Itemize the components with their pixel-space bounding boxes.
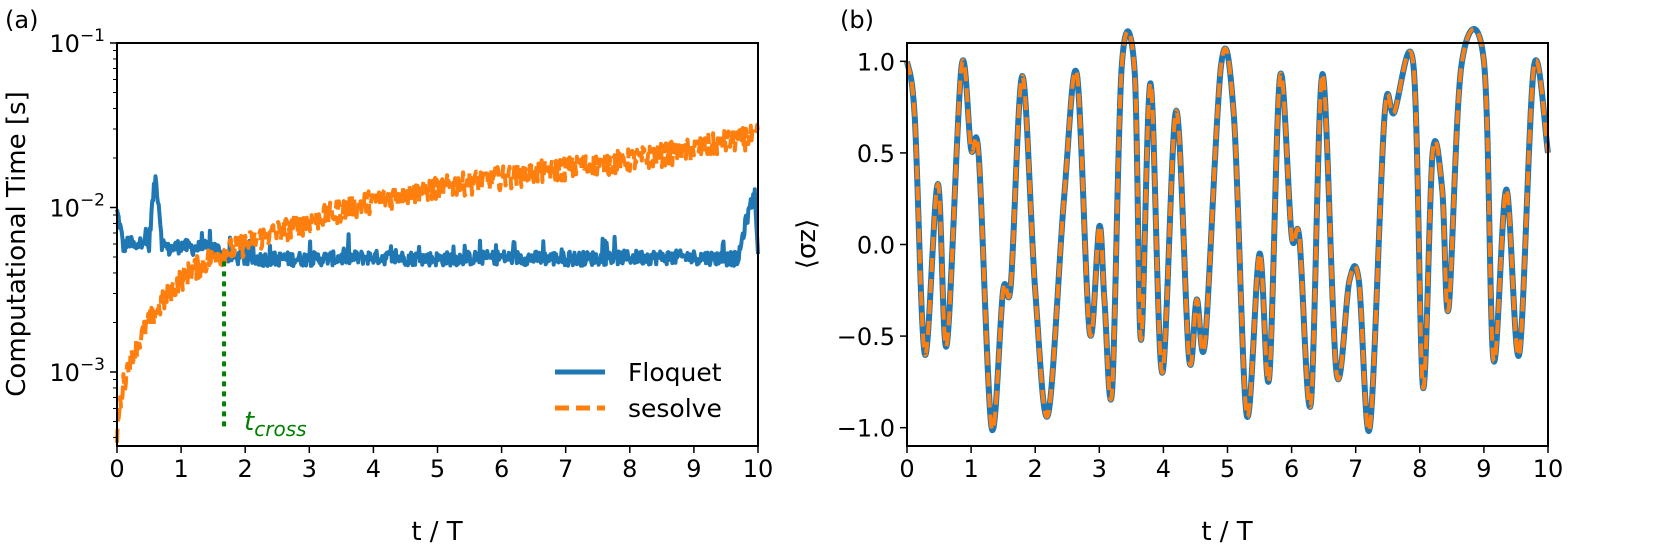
legend-label-floquet: Floquet [628, 358, 722, 387]
panel-b-ytick-label: 0.5 [857, 140, 895, 168]
panel-a-x-ticks: 0 1 2 3 4 5 6 7 8 9 10 [109, 446, 773, 483]
panel-b-xtick-label: 9 [1476, 455, 1491, 483]
panel-b-xtick-label: 2 [1028, 455, 1043, 483]
panel-b-xtick-label: 10 [1533, 455, 1564, 483]
panel-a-xtick-label: 0 [109, 455, 124, 483]
legend-label-sesolve: sesolve [628, 394, 722, 423]
panel-b-xtick-label: 3 [1092, 455, 1107, 483]
panel-a-xtick-label: 8 [622, 455, 637, 483]
panel-a-series [115, 122, 760, 443]
panel-b-ylabel: ⟨σz⟩ [792, 219, 822, 269]
panel-a-series-sesolve [115, 122, 760, 443]
panel-a-xtick-label: 4 [366, 455, 381, 483]
crossover-label: tcross [244, 407, 307, 441]
panel-b-xtick-label: 1 [963, 455, 978, 483]
panel-b-xtick-label: 4 [1156, 455, 1171, 483]
panel-a-ylabel: Computational Time [s] [2, 91, 32, 396]
panel-a-ytick-label: 10−2 [49, 190, 105, 222]
panel-b-series-sesolve [905, 27, 1550, 433]
panel-a: tcross 0 1 2 3 4 5 6 7 8 9 10 10−3 10−2 10−1 Computa… [2, 26, 773, 547]
panel-b-xtick-label: 7 [1348, 455, 1363, 483]
panel-a-xtick-label: 10 [743, 455, 774, 483]
panel-a-xtick-label: 2 [238, 455, 253, 483]
panel-b-xtick-label: 8 [1412, 455, 1427, 483]
panel-a-label: (a) [5, 6, 38, 34]
panel-a-xtick-label: 3 [302, 455, 317, 483]
panel-b-xtick-label: 6 [1284, 455, 1299, 483]
panel-b-xtick-label: 0 [899, 455, 914, 483]
panel-b-series [904, 26, 1551, 434]
panel-a-xtick-label: 7 [558, 455, 573, 483]
panel-a-xtick-label: 9 [686, 455, 701, 483]
panel-b-ytick-label: −0.5 [837, 323, 895, 351]
panel-b-y-ticks: 1.0 0.5 0.0 −0.5 −1.0 [837, 48, 907, 443]
panel-b-ytick-label: 0.0 [857, 232, 895, 260]
panel-b-ytick-label: 1.0 [857, 48, 895, 76]
panel-a-y-ticks: 10−3 10−2 10−1 [49, 26, 117, 438]
panel-a-xtick-label: 5 [430, 455, 445, 483]
panel-b: 0 1 2 3 4 5 6 7 8 9 10 1.0 0.5 0.0 −0.5 −1.0 ⟨σz⟩ t / … [792, 26, 1563, 547]
panel-a-legend: Floquet sesolve [555, 358, 722, 423]
panel-b-ytick-label: −1.0 [837, 415, 895, 443]
panel-a-annotation: tcross [222, 261, 307, 441]
panel-b-label: (b) [840, 6, 874, 34]
panel-a-xlabel: t / T [411, 517, 462, 547]
panel-a-xtick-label: 1 [173, 455, 188, 483]
panel-a-ytick-label: 10−3 [49, 355, 105, 387]
panel-b-series-floquet [904, 26, 1551, 434]
panel-b-xtick-label: 5 [1220, 455, 1235, 483]
panel-b-xlabel: t / T [1201, 517, 1252, 547]
panel-a-ytick-label: 10−1 [49, 26, 105, 58]
panel-a-xtick-label: 6 [494, 455, 509, 483]
panel-b-x-ticks: 0 1 2 3 4 5 6 7 8 9 10 [899, 446, 1563, 483]
